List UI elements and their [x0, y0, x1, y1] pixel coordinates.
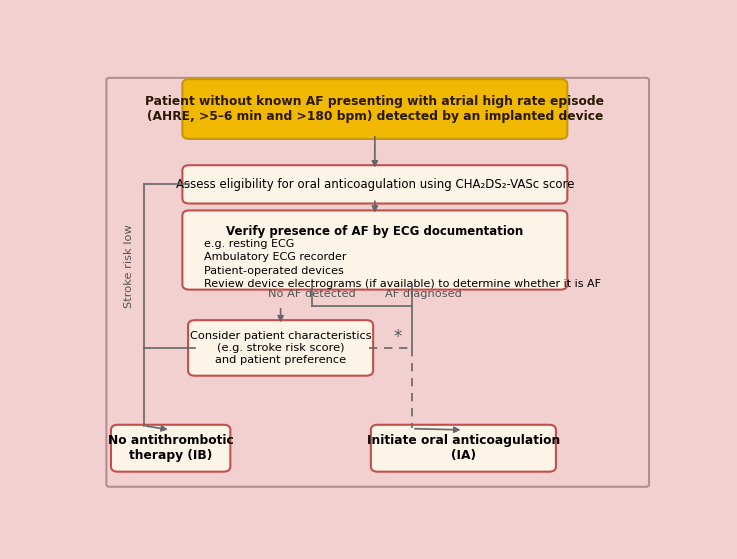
Text: e.g. resting ECG
Ambulatory ECG recorder
Patient-operated devices
Review device : e.g. resting ECG Ambulatory ECG recorder…	[203, 239, 601, 289]
Text: Patient without known AF presenting with atrial high rate episode
(AHRE, >5–6 mi: Patient without known AF presenting with…	[145, 95, 604, 123]
FancyBboxPatch shape	[106, 78, 649, 487]
FancyBboxPatch shape	[182, 165, 567, 203]
Text: *: *	[394, 328, 402, 346]
FancyBboxPatch shape	[182, 79, 567, 139]
Text: Assess eligibility for oral anticoagulation using CHA₂DS₂-VASc score: Assess eligibility for oral anticoagulat…	[175, 178, 574, 191]
Text: No AF detected: No AF detected	[268, 289, 356, 299]
FancyBboxPatch shape	[188, 320, 373, 376]
FancyBboxPatch shape	[111, 425, 231, 472]
FancyBboxPatch shape	[182, 210, 567, 290]
Text: Verify presence of AF by ECG documentation: Verify presence of AF by ECG documentati…	[226, 225, 523, 238]
Text: Consider patient characteristics
(e.g. stroke risk score)
and patient preference: Consider patient characteristics (e.g. s…	[190, 331, 371, 364]
Text: Initiate oral anticoagulation
(IA): Initiate oral anticoagulation (IA)	[367, 434, 560, 462]
Text: No antithrombotic
therapy (IB): No antithrombotic therapy (IB)	[108, 434, 234, 462]
Text: Stroke risk low: Stroke risk low	[125, 224, 134, 308]
FancyBboxPatch shape	[371, 425, 556, 472]
Text: AF diagnosed: AF diagnosed	[385, 289, 462, 299]
